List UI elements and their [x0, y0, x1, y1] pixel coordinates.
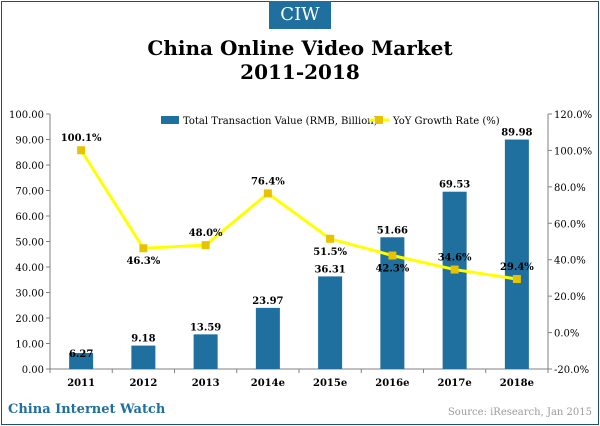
title-line-1: China Online Video Market — [147, 36, 453, 60]
left-tick-label: 30.00 — [15, 289, 44, 300]
bar — [69, 353, 94, 369]
growth-marker — [450, 265, 459, 274]
legend-line-marker — [375, 116, 383, 124]
left-tick-label: 90.00 — [15, 136, 44, 147]
bar — [255, 307, 280, 369]
growth-marker — [77, 146, 86, 155]
bar-data-label: 13.59 — [190, 322, 221, 333]
right-tick-label: -20.0% — [554, 365, 589, 376]
growth-marker — [388, 251, 397, 260]
bar-data-label: 23.97 — [252, 296, 283, 307]
growth-marker — [139, 244, 148, 253]
growth-marker — [512, 275, 521, 284]
line-data-label: 42.3% — [375, 264, 409, 275]
right-tick-label: 20.0% — [554, 292, 586, 303]
right-tick-label: 100.0% — [554, 146, 592, 157]
bar-data-label: 51.66 — [377, 225, 408, 236]
x-tick-label: 2018e — [500, 378, 534, 389]
footer-brand: China Internet Watch — [8, 402, 166, 417]
footer-source: Source: iResearch, Jan 2015 — [447, 407, 592, 418]
legend-bar-label: Total Transaction Value (RMB, Billion) — [183, 116, 378, 127]
left-tick-label: 100.00 — [9, 110, 44, 121]
left-tick-label: 70.00 — [15, 187, 44, 198]
line-data-label: 76.4% — [251, 176, 285, 187]
bar — [193, 334, 218, 369]
line-data-label: 29.4% — [500, 262, 534, 273]
right-tick-label: 60.0% — [554, 219, 586, 230]
growth-marker — [201, 241, 210, 250]
line-data-label: 48.0% — [189, 228, 223, 239]
x-tick-label: 2017e — [438, 378, 472, 389]
bar-data-label: 6.27 — [69, 349, 93, 360]
line-data-label: 51.5% — [313, 247, 347, 258]
legend-line-label: YoY Growth Rate (%) — [392, 116, 500, 127]
right-tick-label: 40.0% — [554, 256, 586, 267]
x-tick-label: 2011 — [67, 378, 95, 389]
left-tick-label: 80.00 — [15, 161, 44, 172]
line-data-label: 46.3% — [126, 256, 160, 267]
x-tick-label: 2016e — [375, 378, 409, 389]
right-tick-label: 120.0% — [554, 110, 592, 121]
bar-data-label: 89.98 — [501, 128, 532, 139]
bar — [442, 191, 467, 369]
x-tick-label: 2013 — [192, 378, 220, 389]
bar-data-label: 36.31 — [314, 264, 345, 275]
line-data-label: 100.1% — [61, 133, 102, 144]
x-tick-label: 2012 — [129, 378, 157, 389]
growth-line — [79, 149, 518, 281]
line-data-label: 34.6% — [438, 253, 472, 264]
growth-marker — [326, 234, 335, 243]
left-tick-label: 0.00 — [22, 365, 44, 376]
chart-title: China Online Video Market 2011-2018 — [0, 36, 600, 84]
growth-marker — [263, 189, 272, 198]
left-tick-label: 60.00 — [15, 212, 44, 223]
left-tick-label: 10.00 — [15, 340, 44, 351]
left-tick-label: 40.00 — [15, 263, 44, 274]
right-tick-label: 0.0% — [554, 329, 579, 340]
left-tick-label: 50.00 — [15, 238, 44, 249]
bar — [318, 276, 343, 369]
bar-data-label: 69.53 — [439, 180, 470, 191]
x-tick-label: 2015e — [313, 378, 347, 389]
legend-bar-swatch — [161, 116, 179, 124]
title-line-2: 2011-2018 — [240, 60, 360, 84]
bar — [131, 345, 156, 369]
bar — [504, 139, 529, 369]
left-tick-label: 20.00 — [15, 314, 44, 325]
x-tick-label: 2014e — [251, 378, 285, 389]
right-tick-label: 80.0% — [554, 183, 586, 194]
bar-data-label: 9.18 — [131, 334, 155, 345]
ciw-badge: CIW — [269, 1, 331, 29]
